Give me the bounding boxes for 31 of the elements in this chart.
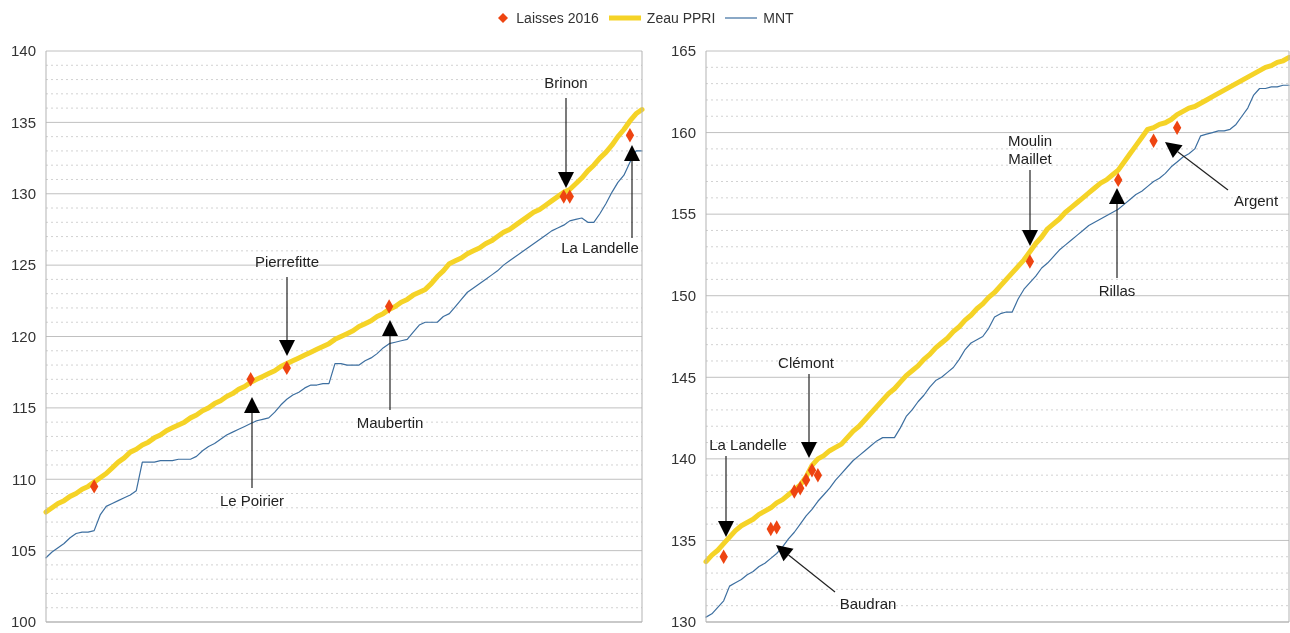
y-tick-label: 145 bbox=[670, 368, 696, 386]
legend-label: Zeau PPRI bbox=[646, 10, 716, 26]
y-tick-label: 110 bbox=[12, 470, 36, 488]
annotation: La Landelle bbox=[561, 239, 639, 256]
y-tick-label: 100 bbox=[10, 613, 36, 631]
annotation: Pierrefitte bbox=[254, 253, 320, 270]
annotation: La Landelle bbox=[709, 436, 787, 453]
annotation: Moulin Maillet bbox=[1007, 132, 1053, 167]
y-tick-label: 160 bbox=[670, 123, 696, 141]
annotation: Baudran bbox=[839, 595, 897, 612]
annotation: Clémont bbox=[778, 354, 835, 371]
legend-label: Laisses 2016 bbox=[516, 10, 599, 26]
y-tick-label: 130 bbox=[670, 613, 696, 631]
y-tick-label: 155 bbox=[670, 205, 696, 223]
y-tick-label: 120 bbox=[10, 327, 36, 345]
y-tick-label: 125 bbox=[10, 256, 36, 274]
annotation: Argent bbox=[1233, 192, 1279, 209]
y-tick-label: 140 bbox=[10, 42, 36, 60]
y-tick-label: 115 bbox=[12, 399, 36, 417]
y-tick-label: 135 bbox=[670, 531, 696, 549]
y-tick-label: 135 bbox=[10, 113, 36, 131]
y-tick-label: 105 bbox=[10, 541, 36, 559]
annotation: Rillas bbox=[1098, 282, 1136, 299]
y-tick-label: 140 bbox=[670, 450, 696, 468]
annotation: Le Poirier bbox=[219, 492, 285, 509]
y-tick-label: 150 bbox=[670, 287, 696, 305]
y-tick-label: 165 bbox=[670, 42, 696, 60]
legend-label: MNT bbox=[763, 10, 794, 26]
y-tick-label: 130 bbox=[10, 185, 36, 203]
annotation: Brinon bbox=[544, 74, 588, 91]
annotation: Maubertin bbox=[356, 414, 424, 431]
